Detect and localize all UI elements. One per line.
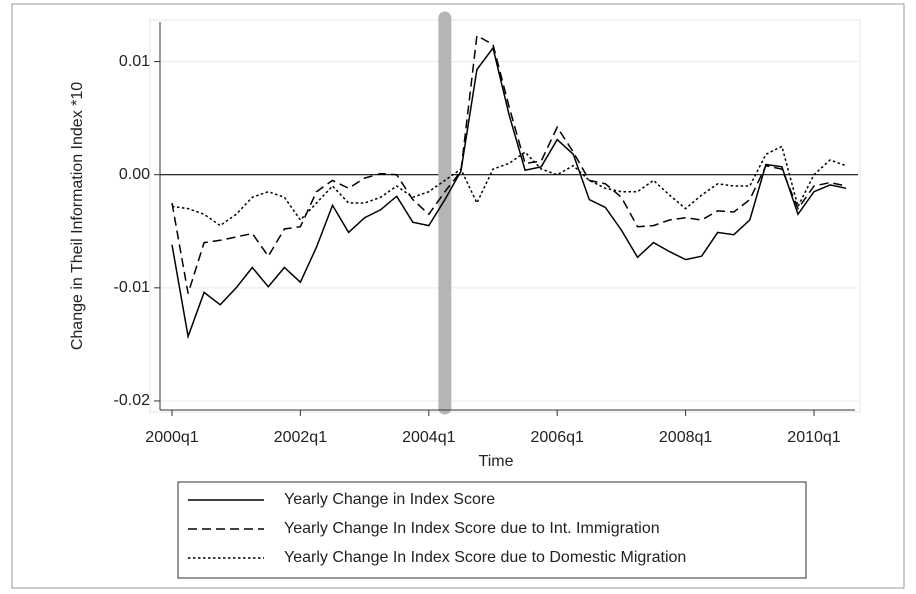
series-line — [171, 34, 847, 294]
x-tick-label: 2004q1 — [402, 429, 455, 446]
legend-label: Yearly Change In Index Score due to Dome… — [284, 549, 686, 566]
legend-label: Yearly Change In Index Score due to Int.… — [284, 520, 660, 537]
x-axis-label: Time — [479, 453, 514, 470]
x-tick-label: 2008q1 — [659, 429, 712, 446]
y-axis-label: Change in Theil Information Index *10 — [69, 82, 86, 350]
y-tick-label: 0.01 — [119, 53, 150, 70]
legend — [177, 481, 807, 579]
y-tick-label: -0.01 — [114, 279, 151, 296]
x-tick-label: 2000q1 — [145, 429, 198, 446]
x-tick-label: 2006q1 — [531, 429, 584, 446]
legend-label: Yearly Change in Index Score — [284, 491, 495, 508]
y-tick-label: -0.02 — [114, 392, 151, 409]
x-tick-label: 2010q1 — [787, 429, 840, 446]
y-tick-label: 0.00 — [119, 166, 150, 183]
plot-area — [149, 19, 861, 413]
series-line — [171, 46, 847, 340]
x-tick-label: 2002q1 — [274, 429, 327, 446]
